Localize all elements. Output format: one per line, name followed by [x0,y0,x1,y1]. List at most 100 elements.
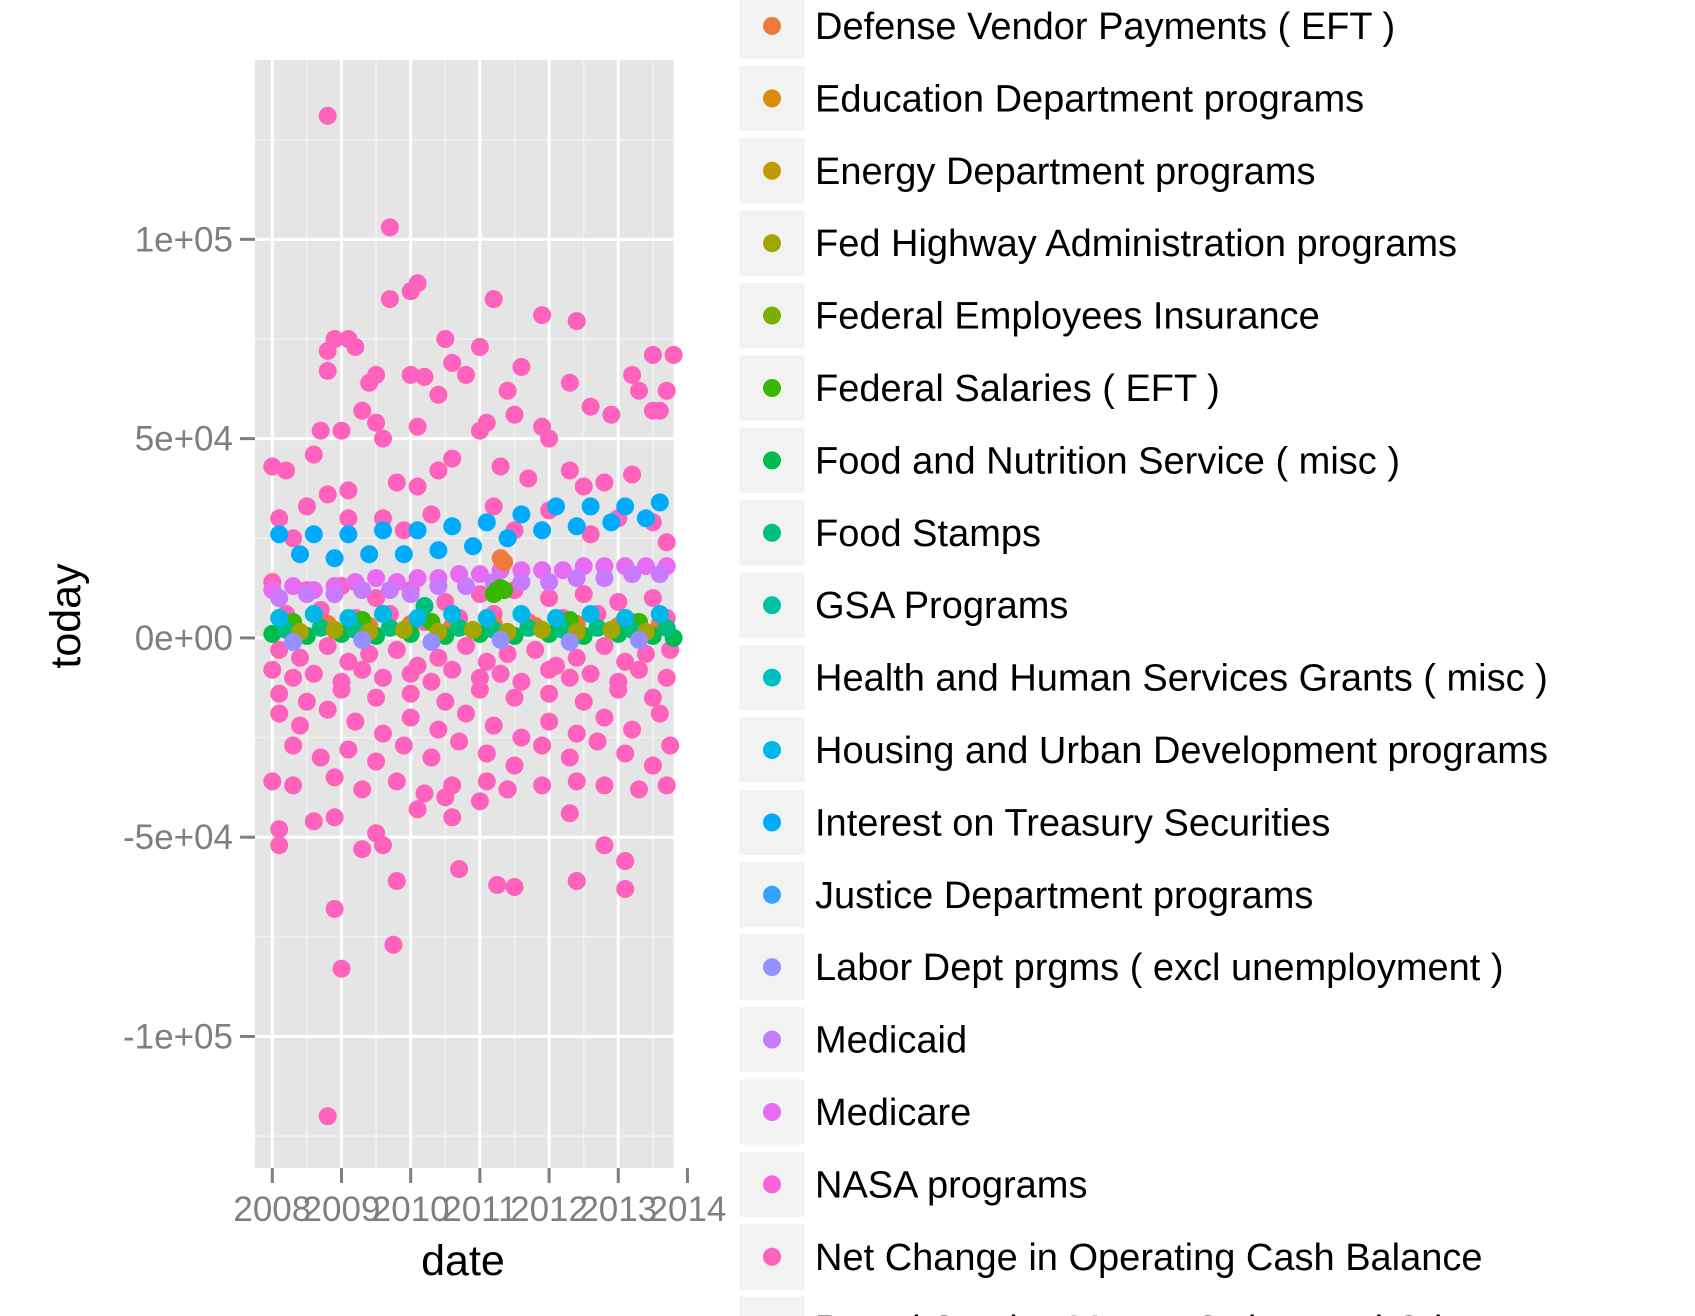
data-point [291,716,309,735]
data-point [367,569,386,588]
data-point [664,345,683,364]
data-point [429,541,448,560]
data-point [408,521,427,540]
data-point [374,724,392,743]
data-point [401,684,420,703]
data-point [477,609,496,627]
data-point [495,553,514,572]
data-point [657,776,676,795]
data-point [263,772,282,791]
data-point [311,748,330,767]
data-point [491,664,510,683]
data-point [291,545,309,564]
data-point [436,330,455,348]
data-point [595,636,614,655]
data-point [595,776,614,795]
data-point [332,680,351,699]
data-point [270,836,289,855]
data-point [346,712,365,731]
data-point [616,497,635,516]
data-point [380,218,399,237]
data-point [422,505,441,524]
data-point [408,800,427,819]
data-point [394,545,413,564]
data-point [332,421,351,440]
data-point [661,736,680,755]
data-point [609,593,628,611]
data-point [643,688,662,707]
data-point [401,282,420,301]
data-point [464,537,482,556]
data-point [650,704,669,723]
data-point [491,630,510,649]
data-point [616,852,635,871]
data-point [270,525,289,544]
data-point [616,609,635,627]
data-point [630,660,648,679]
x-tick-label: 2011 [442,1190,517,1229]
data-point [374,668,392,687]
data-point [318,361,337,380]
data-point [297,585,316,604]
data-point [574,477,593,496]
data-point [450,860,469,879]
legend-marker [763,451,781,470]
data-point [318,636,337,655]
legend-marker [763,1247,781,1266]
data-point [477,772,496,791]
data-point [512,605,531,623]
data-point [339,740,358,759]
data-point [477,513,496,532]
data-point [595,836,614,855]
data-point [650,401,669,420]
data-point [547,609,565,627]
data-point [477,744,496,763]
legend-marker [763,668,781,687]
data-point [304,525,323,544]
data-point [367,589,386,608]
data-point [304,605,323,623]
data-point [270,684,289,703]
legend-label: Defense Vendor Payments ( EFT ) [815,6,1395,48]
data-point [630,780,648,799]
data-point [602,513,621,532]
data-point [588,732,607,751]
legend-label: Net Change in Operating Cash Balance [815,1237,1483,1279]
data-point [636,509,655,528]
data-point [643,756,662,775]
data-point [394,521,413,540]
data-point [533,521,552,540]
data-point [505,756,524,775]
data-point [311,618,330,637]
data-point [394,620,413,639]
data-point [595,708,614,727]
data-point [567,517,586,536]
data-point [650,493,669,512]
data-point [457,636,475,655]
data-point [367,752,386,771]
legend-label: Medicaid [815,1020,967,1062]
data-point [657,381,676,400]
data-point [270,589,289,608]
data-point [623,565,642,584]
legend-marker [763,1175,781,1194]
data-point [547,497,565,516]
data-point [353,630,372,649]
data-point [477,652,496,671]
data-point [512,672,531,691]
data-point [588,618,607,637]
data-point [401,708,420,727]
data-point [512,728,531,747]
data-point [263,457,282,476]
y-tick-label: 5e+04 [135,420,233,459]
legend-marker [763,306,781,325]
data-point [332,959,351,978]
data-point [470,792,489,811]
data-point [519,618,538,637]
data-point [304,664,323,683]
data-point [540,573,559,592]
data-point [533,736,552,755]
data-point [339,652,358,671]
data-point [533,620,552,639]
legend-marker [763,596,781,615]
